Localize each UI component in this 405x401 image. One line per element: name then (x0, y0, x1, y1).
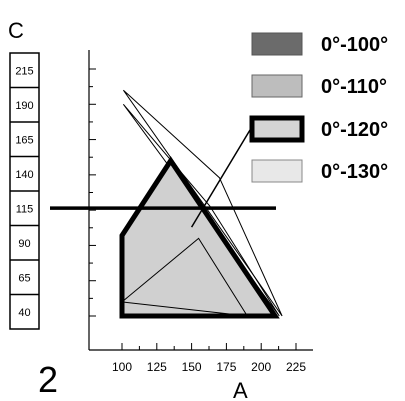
scale-cell-label: 115 (16, 203, 34, 215)
scale-cell-label: 165 (15, 134, 33, 146)
x-axis-letter-label: A (233, 378, 248, 401)
legend-label: 0°-100° (321, 34, 388, 56)
x-tick-label: 125 (147, 360, 167, 374)
bottom-number-label: 2 (38, 359, 58, 400)
x-tick-label: 225 (286, 360, 306, 374)
legend-swatch (249, 115, 305, 143)
legend-swatch (251, 74, 303, 98)
legend-label: 0°-120° (321, 119, 388, 141)
legend-swatch (251, 32, 303, 56)
x-tick-label: 150 (182, 360, 202, 374)
polygon-0-110- (120, 237, 249, 317)
x-tick-label: 200 (251, 360, 271, 374)
legend: 0°-100° 0°-110° 0°-120° 0°-130° (249, 32, 388, 183)
scale-cell-label: 215 (15, 65, 33, 77)
x-tick-label: 100 (112, 360, 132, 374)
scale-cell-label: 190 (15, 100, 33, 112)
scale-cell-label: 65 (18, 272, 30, 284)
polygon-layer (119, 89, 283, 319)
axes: 100 125 150 175 200 225 (88, 50, 313, 374)
x-tick-label: 175 (216, 360, 236, 374)
pointer-line (190, 129, 251, 228)
legend-swatch (251, 159, 303, 183)
left-scale: 215 190 165 140 115 90 65 40 (9, 52, 40, 330)
legend-label: 0°-110° (321, 76, 387, 98)
legend-label: 0°-130° (321, 161, 388, 183)
polygon-0-130-outer (122, 89, 283, 317)
top-letter-label: C (8, 18, 24, 43)
scale-cell-label: 140 (15, 169, 33, 181)
scale-cell-label: 40 (18, 307, 30, 319)
scale-cell-label: 90 (18, 238, 30, 250)
